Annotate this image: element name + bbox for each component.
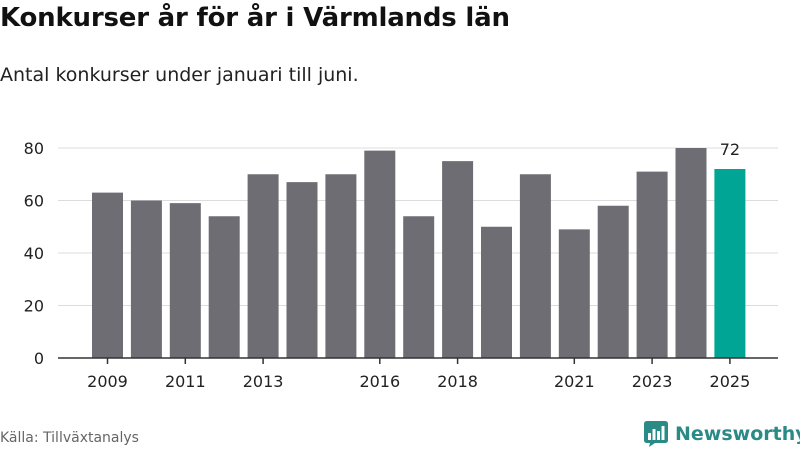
x-tick-label: 2021 xyxy=(554,372,595,391)
bar-2011 xyxy=(169,203,201,358)
bar-2016 xyxy=(364,150,396,358)
bar-2019 xyxy=(481,226,512,358)
bar-2025 xyxy=(714,169,746,358)
chart-subtitle: Antal konkurser under januari till juni. xyxy=(0,64,359,86)
bar-2015 xyxy=(325,174,357,358)
x-tick-label: 2011 xyxy=(165,372,206,391)
x-tick-label: 2016 xyxy=(359,372,400,391)
x-tick-label: 2018 xyxy=(437,372,478,391)
brand-name: Newsworthy xyxy=(675,423,800,445)
bar-2018 xyxy=(442,161,474,358)
bar-2021 xyxy=(558,229,590,358)
bar-2023 xyxy=(636,171,668,358)
bar-2024 xyxy=(675,148,707,358)
y-tick-label: 0 xyxy=(34,349,44,368)
chart-title: Konkurser år för år i Värmlands län xyxy=(0,3,510,33)
bar-chart: 0 20 40 60 80 72 2009 2011 2013 2016 2018 2021 2023 2… xyxy=(24,139,778,391)
newsworthy-chart-logo-icon xyxy=(644,421,668,447)
newsworthy-brand: Newsworthy xyxy=(644,420,800,448)
source-note: Källa: Tillväxtanalys xyxy=(0,430,139,446)
bar-2013 xyxy=(247,174,279,358)
bar-2014 xyxy=(286,182,318,358)
data-label-2025: 72 xyxy=(720,140,740,159)
bar-2012 xyxy=(208,216,240,358)
bar-2009 xyxy=(92,192,123,358)
x-tick-label: 2009 xyxy=(87,372,128,391)
x-tick-label: 2025 xyxy=(710,372,751,391)
y-tick-label: 40 xyxy=(24,244,44,263)
y-tick-label: 60 xyxy=(24,192,44,211)
bar-2020 xyxy=(519,174,551,358)
x-tick-label: 2013 xyxy=(243,372,284,391)
x-tick-label: 2023 xyxy=(632,372,673,391)
bar-2010 xyxy=(130,200,162,358)
y-tick-label: 20 xyxy=(24,297,44,316)
bar-2017 xyxy=(403,216,435,358)
y-tick-label: 80 xyxy=(24,139,44,158)
bar-2022 xyxy=(597,205,629,358)
